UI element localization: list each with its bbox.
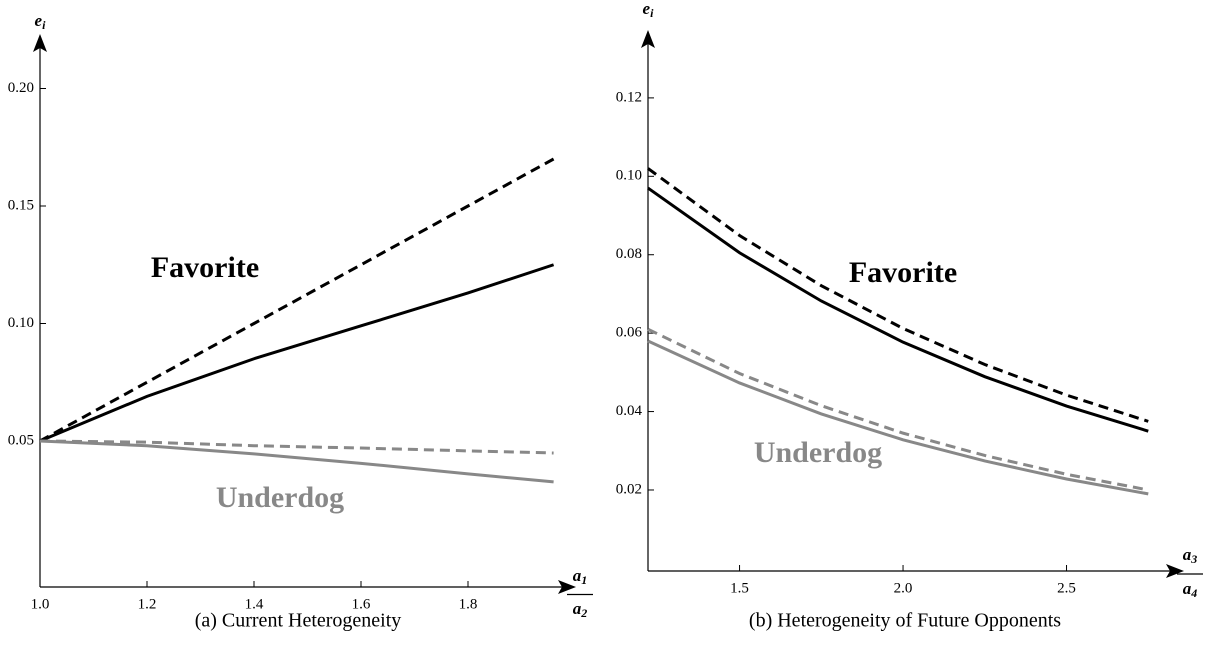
caption: (a) Current Heterogeneity	[195, 610, 402, 632]
annotation: Favorite	[849, 256, 957, 289]
axis-label: a4	[1183, 579, 1198, 600]
series-line	[647, 167, 1149, 423]
x-tick-label: 1.5	[730, 580, 749, 596]
y-tick-label: 0.05	[8, 432, 34, 448]
axis-label-main: a	[573, 599, 582, 618]
y-tick-label: 0.04	[616, 403, 643, 419]
x-tick-label: 1.6	[352, 596, 371, 612]
axis-label: ei	[643, 0, 655, 20]
annotation: Underdog	[754, 436, 882, 469]
y-tick-label: 0.20	[8, 80, 34, 96]
series-line	[647, 339, 1149, 496]
axis-label-main: e	[643, 0, 651, 18]
y-tick-label: 0.12	[616, 89, 642, 105]
series-line	[39, 157, 555, 443]
y-tick-label: 0.10	[8, 315, 34, 331]
series-line	[39, 439, 554, 455]
series-line	[39, 263, 555, 443]
caption: (b) Heterogeneity of Future Opponents	[749, 610, 1061, 632]
x-axis-arrow	[558, 580, 576, 594]
series-line	[647, 327, 1149, 492]
annotation: Underdog	[216, 481, 344, 514]
axis-label: a2	[573, 599, 588, 620]
x-tick-label: 1.0	[31, 596, 50, 612]
x-tick-label: 2.5	[1057, 580, 1076, 596]
axis-label: ei	[35, 11, 47, 32]
axis-label-main: a	[1183, 579, 1192, 598]
y-tick-label: 0.08	[616, 246, 642, 262]
axis-label-sub: 4	[1190, 586, 1197, 600]
x-tick-label: 1.4	[245, 596, 264, 612]
axis-label: a1	[573, 566, 588, 587]
axis-label: a3	[1183, 545, 1198, 566]
axis-label-sub: 2	[580, 606, 587, 620]
axis-label-main: a	[1183, 545, 1192, 564]
axis-label-sub: i	[650, 6, 654, 20]
series-line	[647, 186, 1149, 433]
y-tick-label: 0.15	[8, 197, 34, 213]
axis-label-main: a	[573, 566, 582, 585]
axis-label-sub: 3	[1190, 552, 1197, 566]
y-tick-label: 0.06	[616, 325, 643, 341]
x-tick-label: 2.0	[894, 580, 913, 596]
y-tick-label: 0.02	[616, 481, 642, 497]
annotation: Favorite	[151, 251, 259, 284]
axis-label-sub: i	[42, 18, 46, 32]
y-axis-arrow	[33, 34, 47, 52]
x-tick-label: 1.2	[138, 596, 157, 612]
x-axis-arrow	[1166, 564, 1184, 578]
series-line	[39, 439, 554, 484]
x-tick-label: 1.8	[459, 596, 478, 612]
y-axis-arrow	[641, 30, 655, 48]
axis-label-sub: 1	[581, 573, 587, 587]
y-tick-label: 0.10	[616, 168, 642, 184]
axis-label-main: e	[35, 11, 43, 30]
